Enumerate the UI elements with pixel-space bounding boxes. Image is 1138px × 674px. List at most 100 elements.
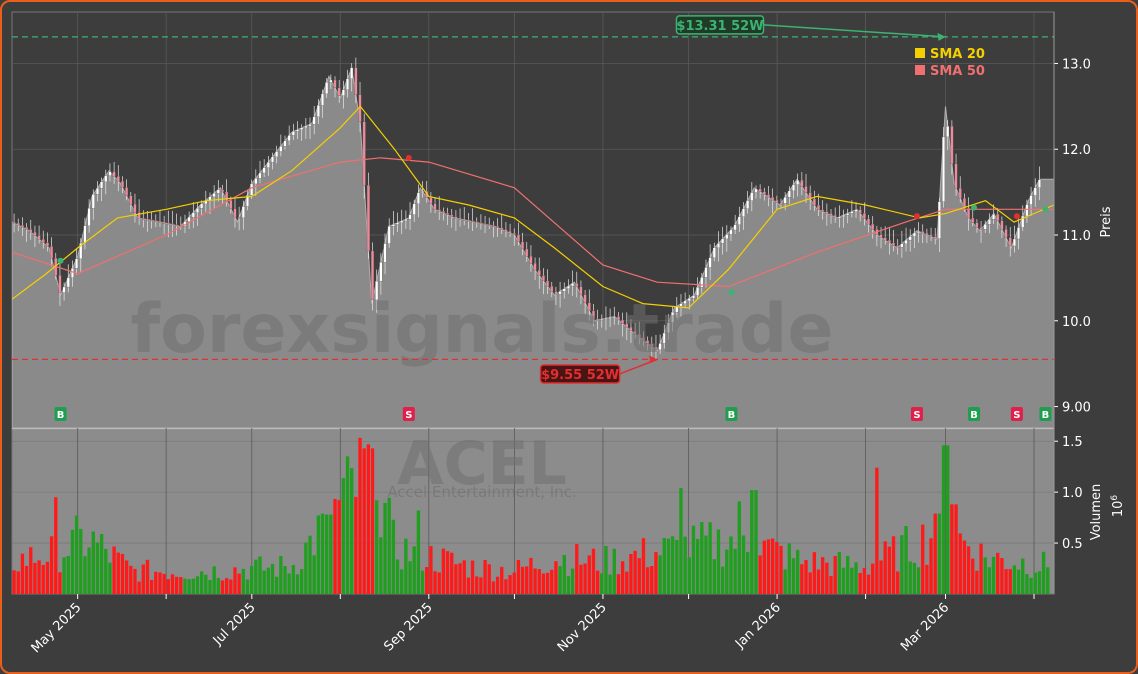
- candle-body: [133, 204, 137, 213]
- volume-bar: [291, 565, 296, 594]
- candle-body: [767, 194, 770, 198]
- volume-bar: [133, 568, 137, 594]
- candle-body: [487, 224, 491, 226]
- volume-bar: [1033, 572, 1037, 594]
- volume-bar: [704, 535, 708, 594]
- candle-body: [812, 198, 816, 206]
- volume-bar: [946, 445, 950, 594]
- volume-bar: [658, 555, 662, 594]
- candle-body: [612, 316, 616, 318]
- candle-body: [446, 212, 450, 216]
- candle-body: [1008, 237, 1012, 247]
- candle-body: [800, 180, 804, 187]
- volume-bar: [650, 566, 654, 594]
- volume-bar: [229, 579, 233, 594]
- volume-bar: [254, 559, 258, 594]
- volume-bar: [208, 580, 212, 594]
- volume-bar: [479, 577, 483, 594]
- volume-bar: [816, 569, 821, 594]
- volume-bar: [220, 580, 225, 594]
- volume-bar: [896, 571, 900, 594]
- volume-bar: [625, 571, 629, 594]
- candle-body: [129, 195, 133, 205]
- candle-body: [50, 246, 54, 259]
- volume-bar: [20, 553, 25, 594]
- candle-body: [962, 198, 966, 209]
- volume-tick-label: 0.5: [1062, 537, 1083, 552]
- crossover-marker: [1013, 213, 1020, 220]
- volume-bar: [866, 574, 871, 594]
- volume-bar: [179, 576, 183, 594]
- candle-body: [333, 79, 337, 89]
- candle-body: [967, 208, 971, 219]
- candle-body: [541, 275, 545, 282]
- volume-bar: [783, 569, 787, 594]
- candle-body: [566, 285, 570, 289]
- volume-bar: [891, 536, 896, 594]
- volume-bar: [79, 528, 83, 594]
- volume-bar: [512, 572, 516, 594]
- level-arrow-head: [649, 355, 658, 364]
- candle-body: [29, 229, 33, 233]
- candle-body: [529, 255, 533, 264]
- candle-body: [692, 295, 695, 299]
- volume-bar: [633, 550, 637, 594]
- date-tick-label: Nov 2025: [555, 600, 610, 655]
- volume-bar: [95, 542, 100, 594]
- candle-body: [887, 240, 891, 244]
- volume-bar: [358, 437, 362, 594]
- volume-bar: [412, 546, 416, 594]
- volume-bar: [454, 564, 458, 594]
- candle-body: [171, 223, 174, 226]
- volume-bar: [679, 488, 683, 594]
- volume-tick-label: 1.5: [1062, 435, 1083, 450]
- volume-bar: [716, 529, 721, 594]
- volume-bar: [466, 577, 471, 594]
- volume-bar: [775, 542, 779, 594]
- volume-bar: [829, 576, 833, 594]
- candle-body: [366, 185, 370, 252]
- candle-body: [20, 225, 24, 228]
- candle-body: [112, 171, 116, 177]
- volume-bar: [925, 564, 929, 594]
- volume-bar: [554, 561, 558, 594]
- volume-bar: [737, 501, 741, 594]
- candle-body: [846, 213, 850, 216]
- volume-bar: [616, 574, 621, 594]
- candle-body: [221, 189, 224, 193]
- candle-body: [600, 319, 604, 321]
- volume-bar: [645, 567, 650, 594]
- candle-body: [737, 216, 741, 225]
- volume-bar: [12, 570, 16, 594]
- volume-axis-title: Volumen: [1089, 484, 1104, 541]
- volume-bar: [983, 557, 987, 594]
- candle-body: [196, 207, 199, 213]
- volume-bar: [987, 567, 992, 594]
- volume-bar: [416, 510, 421, 594]
- candle-body: [500, 227, 504, 230]
- candle-body: [166, 222, 170, 225]
- volume-bar: [879, 560, 883, 594]
- volume-bar: [850, 567, 854, 594]
- candle-body: [216, 189, 220, 194]
- candle-body: [512, 232, 516, 236]
- volume-bar: [1041, 551, 1046, 594]
- candle-body: [254, 178, 258, 185]
- candle-body: [921, 231, 925, 234]
- volume-bar: [391, 519, 396, 594]
- volume-bar: [262, 570, 266, 594]
- candle-body: [325, 82, 329, 95]
- legend-swatch-sma50: [915, 65, 925, 75]
- volume-bar: [1000, 558, 1004, 594]
- candle-body: [837, 216, 841, 219]
- volume-bar: [345, 456, 350, 594]
- volume-bar: [654, 552, 658, 594]
- volume-bar: [1046, 567, 1050, 594]
- candle-body: [246, 195, 249, 207]
- signal-badge: [725, 407, 738, 421]
- volume-bar: [83, 556, 87, 594]
- volume-bar: [29, 547, 33, 594]
- volume-bar: [400, 569, 404, 594]
- volume-bar: [470, 560, 475, 594]
- candle-body: [104, 175, 108, 183]
